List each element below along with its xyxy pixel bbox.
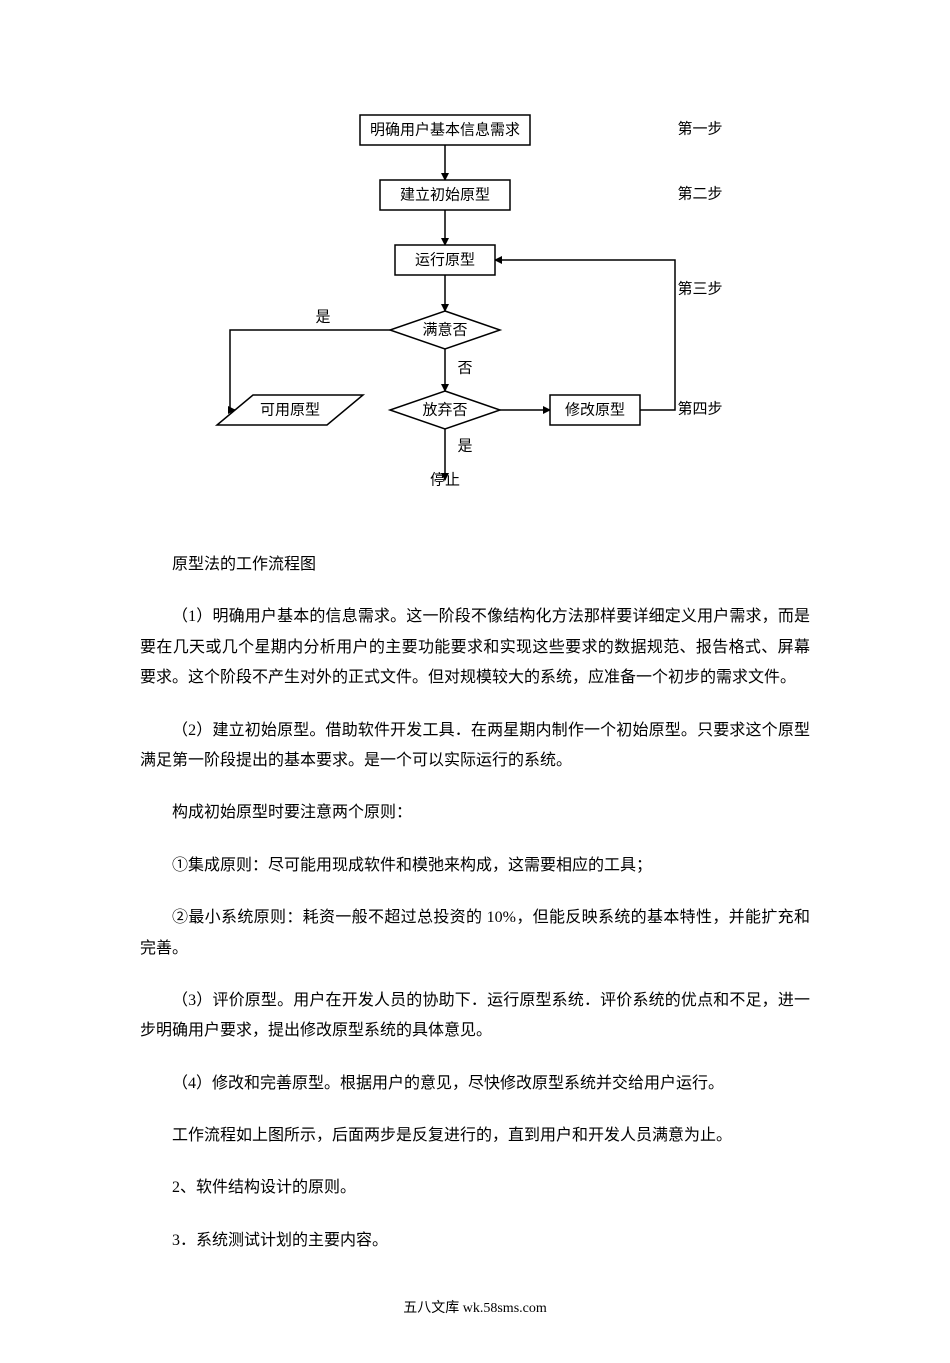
svg-text:明确用户基本信息需求: 明确用户基本信息需求 [370, 121, 520, 138]
node-d2: 放弃否 [390, 391, 500, 429]
paragraph-5: ②最小系统原则：耗资一般不超过总投资的 10%，但能反映系统的基本特性，并能扩充… [140, 903, 810, 964]
svg-text:建立初始原型: 建立初始原型 [400, 186, 490, 203]
paragraph-8: 工作流程如上图所示，后面两步是反复进行的，直到用户和开发人员满意为止。 [140, 1121, 810, 1151]
node-stop: 停止 [430, 471, 460, 488]
node-n2: 建立初始原型 [380, 180, 510, 210]
svg-text:是: 是 [457, 438, 472, 454]
step-label-4: 第四步 [677, 399, 722, 417]
paragraph-1: （1）明确用户基本的信息需求。这一阶段不像结构化方法那样要详细定义用户需求，而是… [140, 602, 810, 693]
paragraph-2: （2）建立初始原型。借助软件开发工具．在两星期内制作一个初始原型。只要求这个原型… [140, 716, 810, 777]
step-label-1: 第一步 [677, 119, 722, 137]
node-d1: 满意否 [390, 311, 500, 349]
svg-text:放弃否: 放弃否 [422, 401, 467, 418]
page: 否是是明确用户基本信息需求建立初始原型运行原型满意否放弃否可用原型修改原型停止第… [0, 100, 950, 1363]
svg-text:可用原型: 可用原型 [260, 401, 320, 418]
node-p1: 可用原型 [217, 395, 363, 425]
flowchart-caption: 原型法的工作流程图 [140, 550, 810, 580]
svg-text:满意否: 满意否 [422, 320, 467, 338]
paragraph-3: 构成初始原型时要注意两个原则： [140, 798, 810, 828]
paragraph-9: 2、软件结构设计的原则。 [140, 1173, 810, 1203]
svg-text:是: 是 [315, 309, 330, 325]
footer: 五八文库 wk.58sms.com [140, 1296, 810, 1323]
paragraph-6: （3）评价原型。用户在开发人员的协助下．运行原型系统．评价系统的优点和不足，进一… [140, 986, 810, 1047]
paragraph-7: （4）修改和完善原型。根据用户的意见，尽快修改原型系统并交给用户运行。 [140, 1069, 810, 1099]
paragraph-4: ①集成原则：尽可能用现成软件和模弛来构成，这需要相应的工具； [140, 851, 810, 881]
flowchart: 否是是明确用户基本信息需求建立初始原型运行原型满意否放弃否可用原型修改原型停止第… [195, 100, 755, 520]
svg-text:否: 否 [457, 360, 472, 376]
svg-text:停止: 停止 [430, 471, 460, 488]
step-label-3: 第三步 [677, 279, 722, 297]
svg-text:运行原型: 运行原型 [415, 251, 475, 268]
node-n1: 明确用户基本信息需求 [360, 115, 530, 145]
flowchart-container: 否是是明确用户基本信息需求建立初始原型运行原型满意否放弃否可用原型修改原型停止第… [140, 100, 810, 520]
node-n3: 运行原型 [395, 245, 495, 275]
step-label-2: 第二步 [677, 184, 722, 202]
paragraph-10: 3．系统测试计划的主要内容。 [140, 1226, 810, 1256]
node-n4: 修改原型 [550, 395, 640, 425]
svg-text:修改原型: 修改原型 [565, 401, 625, 418]
edge-7 [495, 260, 675, 410]
nodes: 明确用户基本信息需求建立初始原型运行原型满意否放弃否 可用原型 修改原型停止 [217, 115, 640, 488]
